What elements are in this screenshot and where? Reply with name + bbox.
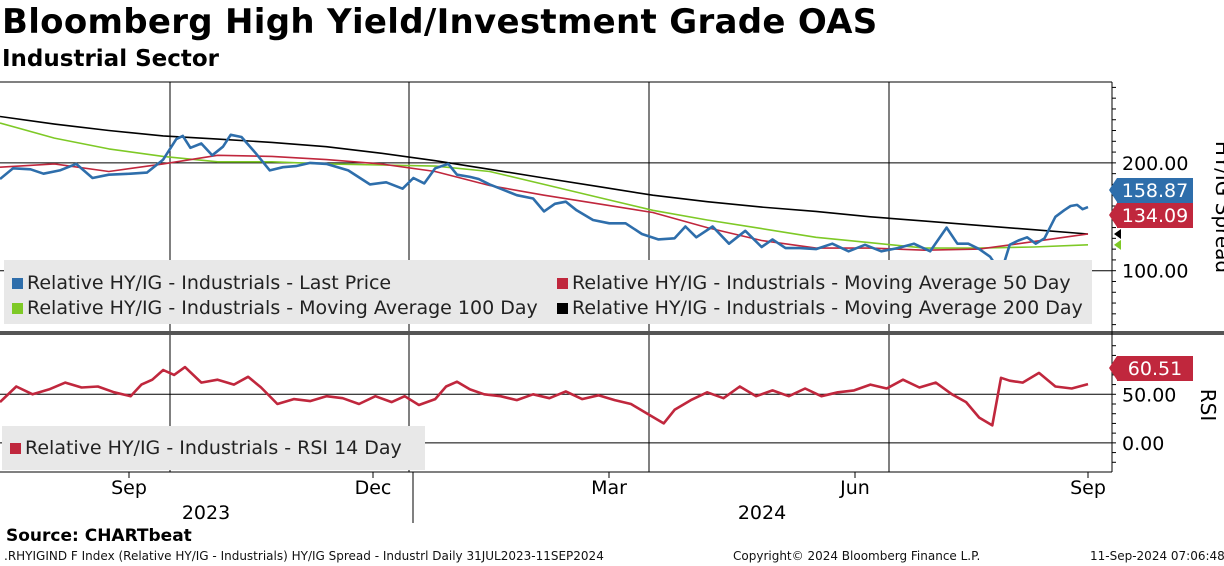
lower-legend: Relative HY/IG - Industrials - RSI 14 Da… bbox=[2, 426, 425, 470]
legend-item-last-price: Relative HY/IG - Industrials - Last Pric… bbox=[12, 272, 391, 294]
y-tick-label: 200.00 bbox=[1122, 153, 1188, 175]
legend-item-ma50: Relative HY/IG - Industrials - Moving Av… bbox=[557, 272, 1071, 294]
legend-swatch-icon bbox=[10, 442, 21, 454]
upper-y-axis-title: HY/IG Spread bbox=[1211, 140, 1224, 274]
y-tick-label: 0.00 bbox=[1122, 433, 1164, 455]
legend-item-rsi: Relative HY/IG - Industrials - RSI 14 Da… bbox=[10, 437, 402, 459]
y-tick-label: 100.00 bbox=[1122, 261, 1188, 283]
x-tick-label: Dec bbox=[355, 477, 392, 499]
rsi-badge: 60.51 bbox=[1109, 356, 1193, 381]
series-line bbox=[0, 115, 1089, 235]
lower-y-axis-title: RSI bbox=[1196, 388, 1220, 422]
x-tick-label: Sep bbox=[111, 477, 147, 499]
ticker-description: .RHYIGIND F Index (Relative HY/IG - Indu… bbox=[4, 549, 604, 563]
legend-label: Relative HY/IG - Industrials - Last Pric… bbox=[27, 272, 392, 294]
legend-item-ma100: Relative HY/IG - Industrials - Moving Av… bbox=[12, 297, 538, 319]
panel-separator bbox=[0, 331, 1224, 335]
legend-label: Relative HY/IG - Industrials - Moving Av… bbox=[572, 297, 1083, 319]
x-tick-label: Jun bbox=[839, 477, 870, 499]
year-label: 2024 bbox=[738, 502, 786, 524]
series-line bbox=[0, 133, 1089, 275]
legend-label: Relative HY/IG - Industrials - Moving Av… bbox=[572, 272, 1071, 294]
legend-label: Relative HY/IG - Industrials - Moving Av… bbox=[27, 297, 538, 319]
x-tick-label: Mar bbox=[591, 477, 627, 499]
legend-swatch-icon bbox=[12, 302, 23, 314]
chart-subtitle: Industrial Sector bbox=[2, 46, 220, 72]
legend-label: Relative HY/IG - Industrials - RSI 14 Da… bbox=[25, 437, 402, 459]
legend-swatch-icon bbox=[557, 277, 568, 289]
legend-swatch-icon bbox=[557, 302, 568, 314]
end-marker bbox=[1114, 239, 1121, 250]
ma50-badge: 134.09 bbox=[1109, 203, 1193, 228]
legend-swatch-icon bbox=[12, 277, 23, 289]
timestamp-text: 11-Sep-2024 07:06:48 bbox=[1090, 549, 1224, 563]
legend-item-ma200: Relative HY/IG - Industrials - Moving Av… bbox=[557, 297, 1083, 319]
end-marker bbox=[1114, 229, 1121, 240]
year-label: 2023 bbox=[182, 502, 230, 524]
y-tick-label: 50.00 bbox=[1122, 384, 1176, 406]
last-price-badge: 158.87 bbox=[1109, 178, 1193, 203]
series-line bbox=[0, 154, 1089, 251]
chart-title: Bloomberg High Yield/Investment Grade OA… bbox=[2, 2, 878, 42]
series-line bbox=[0, 365, 1089, 427]
copyright-text: Copyright© 2024 Bloomberg Finance L.P. bbox=[733, 549, 981, 563]
series-line bbox=[0, 122, 1089, 249]
x-tick-label: Sep bbox=[1070, 477, 1106, 499]
upper-legend: Relative HY/IG - Industrials - Last Pric… bbox=[4, 260, 1092, 324]
source-label: Source: CHARTbeat bbox=[6, 526, 192, 546]
